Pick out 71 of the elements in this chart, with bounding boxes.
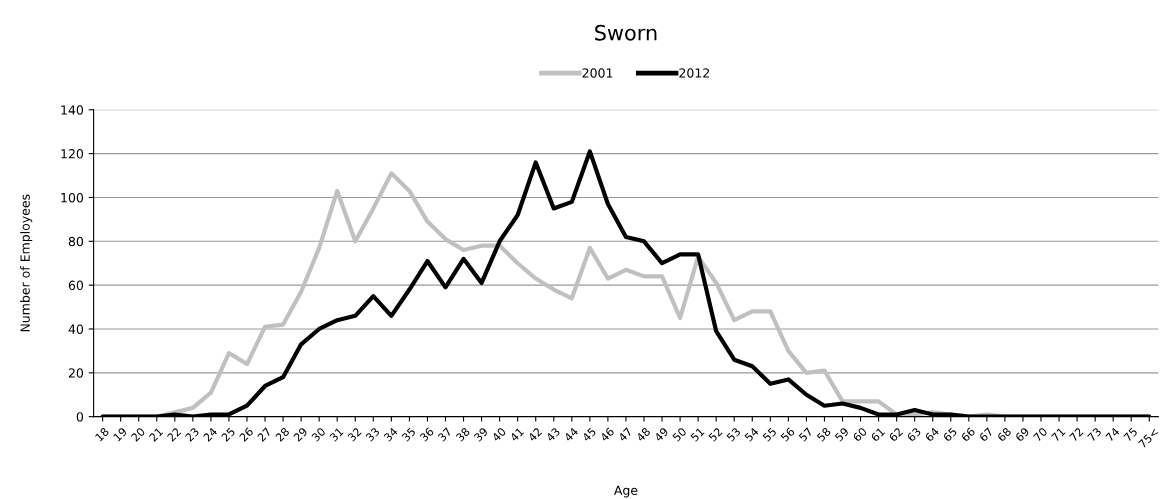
y-tick-label: 80 xyxy=(68,236,84,247)
y-tick-label: 0 xyxy=(76,412,84,422)
y-tick-label: 40 xyxy=(68,324,84,334)
x-tick-label: 43 xyxy=(545,427,561,443)
x-tick-label: 64 xyxy=(924,426,940,442)
x-tick-label: 24 xyxy=(202,426,218,442)
x-tick-label: 18 xyxy=(94,427,110,442)
x-tick-label: 51 xyxy=(690,427,705,442)
chart-title: Sworn xyxy=(595,24,657,41)
x-tick-label: 23 xyxy=(184,427,200,442)
x-tick-label: 27 xyxy=(256,427,272,442)
x-tick-label: 37 xyxy=(437,427,453,442)
x-tick-label: 67 xyxy=(978,427,994,442)
x-tick-label: 73 xyxy=(1087,427,1102,442)
x-tick-label: 63 xyxy=(906,427,922,442)
x-tick-label: 52 xyxy=(708,427,723,442)
x-tick-label: 25 xyxy=(220,427,236,442)
x-tick-label: 22 xyxy=(166,427,182,442)
y-tick-label: 20 xyxy=(68,368,84,378)
x-tick-label: 59 xyxy=(834,427,850,442)
x-tick-label: 60 xyxy=(852,427,868,442)
x-tick-label: 69 xyxy=(1014,427,1030,442)
y-tick-label: 140 xyxy=(61,105,84,115)
x-tick-label: 71 xyxy=(1051,427,1066,442)
x-tick-label: 28 xyxy=(274,427,290,442)
y-tick-label: 120 xyxy=(61,149,84,159)
x-tick-label: 19 xyxy=(112,427,128,442)
x-tick-label: 74 xyxy=(1105,427,1120,442)
x-tick-label: 40 xyxy=(491,427,507,443)
x-tick-label: 56 xyxy=(780,427,796,442)
x-tick-label: 39 xyxy=(473,427,489,442)
x-tick-label: 49 xyxy=(653,427,669,443)
y-axis-title: Number of Employees xyxy=(20,194,33,332)
x-tick-label: 66 xyxy=(960,427,976,442)
x-tick-label: 46 xyxy=(599,427,615,443)
legend-label: 2001 xyxy=(582,68,613,78)
x-tick-label: 38 xyxy=(455,427,471,442)
x-tick-label: 48 xyxy=(635,427,651,443)
x-tick-label: 58 xyxy=(816,427,832,442)
x-tick-label: 36 xyxy=(419,427,435,442)
x-tick-label: 41 xyxy=(509,427,525,442)
x-tick-label: 31 xyxy=(329,427,344,442)
x-tick-label: 33 xyxy=(365,427,380,442)
x-tick-label: 55 xyxy=(762,427,777,442)
x-tick-label: 44 xyxy=(563,427,579,442)
y-tick-label: 100 xyxy=(61,192,84,203)
x-axis-title: Age xyxy=(613,485,638,498)
x-tick-label: 45 xyxy=(581,427,597,443)
x-tick-label: 42 xyxy=(527,427,543,442)
x-tick-label: 32 xyxy=(347,427,362,442)
x-tick-label: 50 xyxy=(672,427,687,442)
x-tick-label: 47 xyxy=(617,427,633,442)
y-tick-label: 60 xyxy=(68,280,84,291)
x-tick-label: 30 xyxy=(311,427,326,442)
x-tick-label: 70 xyxy=(1032,427,1048,442)
x-tick-label: 68 xyxy=(996,427,1012,442)
x-tick-label: 61 xyxy=(870,427,886,442)
x-tick-label: 53 xyxy=(726,427,741,442)
x-tick-label: 26 xyxy=(238,427,254,442)
x-tick-label: 35 xyxy=(401,427,416,442)
x-tick-label: 34 xyxy=(383,426,399,442)
x-tick-label: 21 xyxy=(148,427,164,442)
x-tick-label: 20 xyxy=(130,427,146,442)
legend-label: 2012 xyxy=(679,68,710,78)
x-tick-label: 62 xyxy=(888,427,904,442)
x-tick-label: 72 xyxy=(1069,427,1084,442)
x-tick-label: 75 xyxy=(1123,427,1138,442)
x-tick-label: 29 xyxy=(293,427,308,442)
x-tick-label: 54 xyxy=(744,427,760,442)
x-tick-label: 65 xyxy=(942,427,958,442)
x-tick-label: 57 xyxy=(798,427,814,442)
